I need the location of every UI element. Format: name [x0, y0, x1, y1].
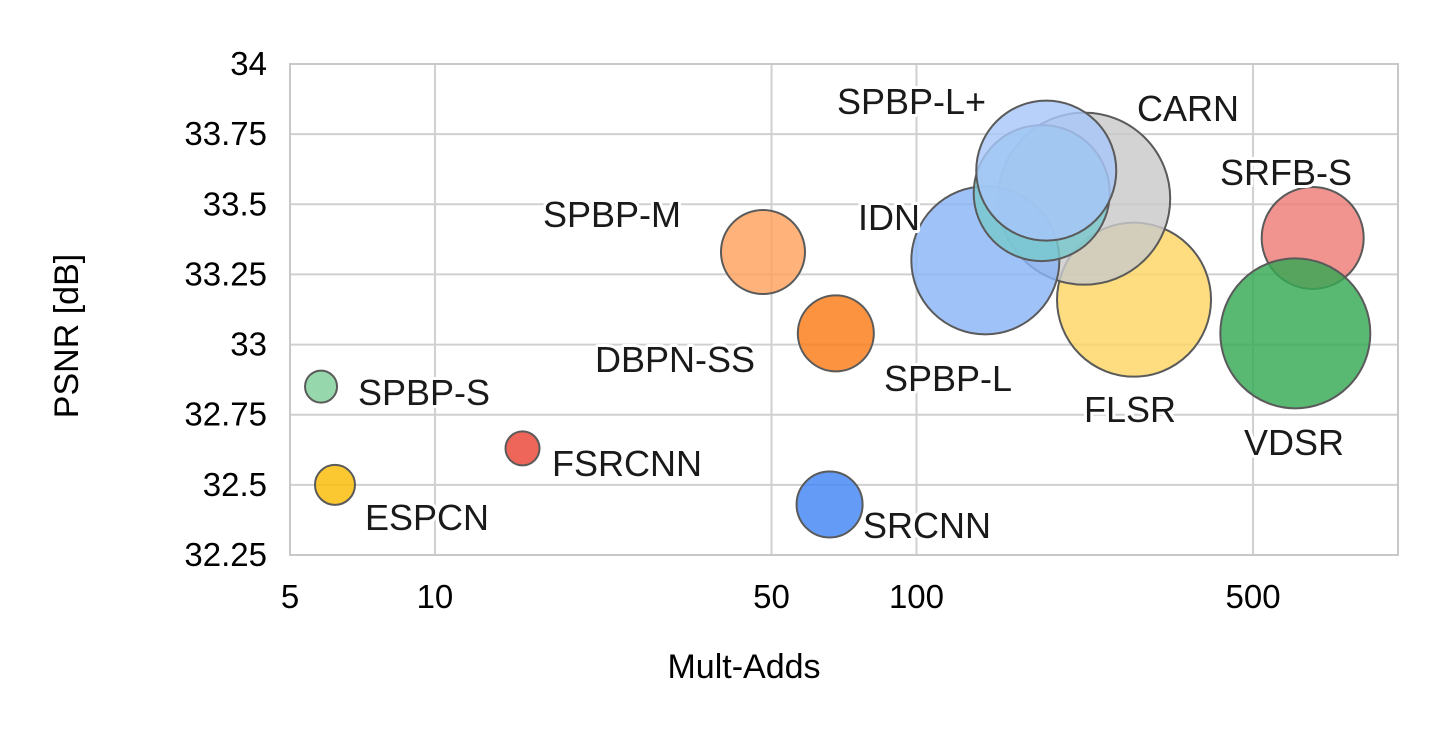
bubble-srcnn [795, 470, 864, 539]
bubble-labels: SPBP-S ESPCN FSRCNN SPBP-M DBPN-SS SRCNN IDN SP… [355, 78, 1355, 549]
y-tick-label: 32.5 [203, 466, 267, 503]
bubble-label: CARN [1137, 88, 1239, 129]
bubble-spbp-m [719, 208, 806, 295]
bubble-label: VDSR [1244, 422, 1344, 463]
bubble-label: SRCNN [863, 505, 991, 546]
bubble-label: IDN [858, 197, 920, 238]
plot-frame [289, 63, 1399, 556]
bubble-label: ESPCN [365, 497, 489, 538]
y-tick-label: 33.25 [184, 255, 267, 292]
bubble-spbp-l- [975, 99, 1118, 242]
bubbles [304, 99, 1372, 539]
x-tick-label: 100 [889, 578, 944, 615]
y-tick-label: 32.75 [184, 396, 267, 433]
bubble-fsrcnn [504, 430, 541, 467]
bubble-vdsr [1219, 257, 1372, 410]
bubble-dbpn-ss [796, 294, 875, 373]
y-axis-ticks: 32.25 32.5 32.75 33 33.25 33.5 33.75 34 [184, 45, 267, 573]
bubble-espcn [313, 463, 356, 506]
x-axis-ticks: 5 10 50 100 500 [281, 578, 1281, 615]
bubble-label: SRFB-S [1220, 152, 1352, 193]
x-tick-label: 10 [417, 578, 454, 615]
x-tick-label: 500 [1226, 578, 1281, 615]
y-tick-label: 34 [230, 45, 267, 82]
bubble-label: SPBP-L [884, 358, 1012, 399]
bubble-label: DBPN-SS [595, 339, 755, 380]
x-axis-title: Mult-Adds [667, 648, 820, 686]
bubble-label: FSRCNN [552, 443, 702, 484]
y-tick-label: 33.75 [184, 115, 267, 152]
y-tick-label: 33.5 [203, 185, 267, 222]
bubble-spbp-s [304, 369, 339, 404]
x-tick-label: 5 [281, 578, 299, 615]
bubble-label: SPBP-S [358, 372, 490, 413]
x-tick-label: 50 [753, 578, 790, 615]
bubble-label: FLSR [1084, 389, 1176, 430]
bubble-label: SPBP-M [543, 194, 681, 235]
y-tick-label: 32.25 [184, 536, 267, 573]
y-axis-title: PSNR [dB] [48, 254, 86, 418]
y-tick-label: 33 [230, 326, 267, 363]
bubble-label: SPBP-L+ [837, 81, 986, 122]
